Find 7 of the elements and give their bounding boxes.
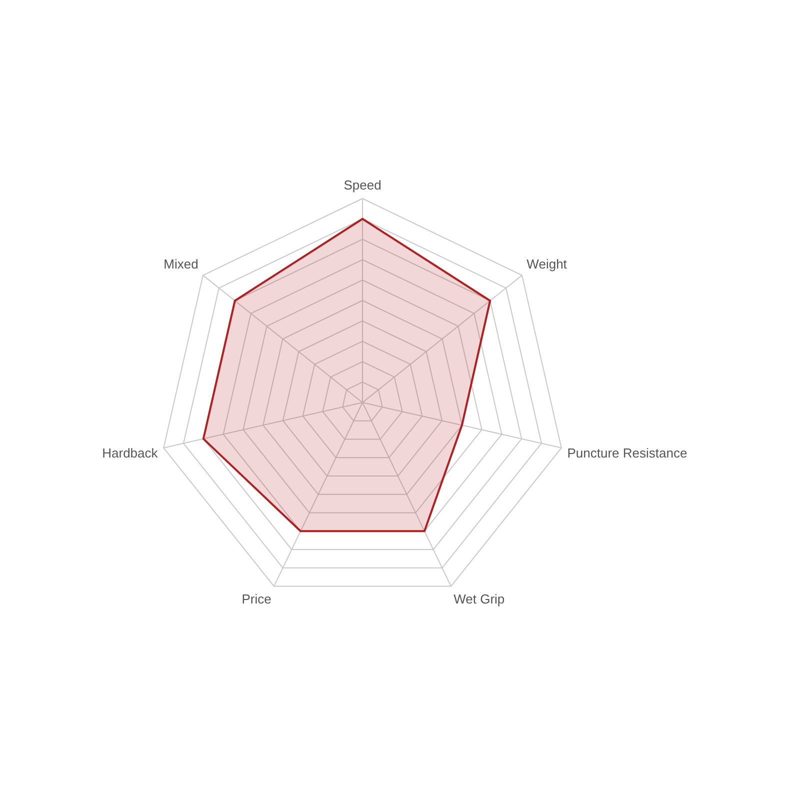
- spoke-label: Price: [242, 592, 272, 607]
- spoke-label: Wet Grip: [454, 592, 505, 607]
- spoke-label: Puncture Resistance: [567, 446, 688, 461]
- spoke-label: Weight: [526, 256, 568, 272]
- spoke-label: Speed: [344, 178, 382, 192]
- spoke-label: Mixed: [164, 256, 198, 272]
- spoke-label: Hardback: [102, 446, 158, 461]
